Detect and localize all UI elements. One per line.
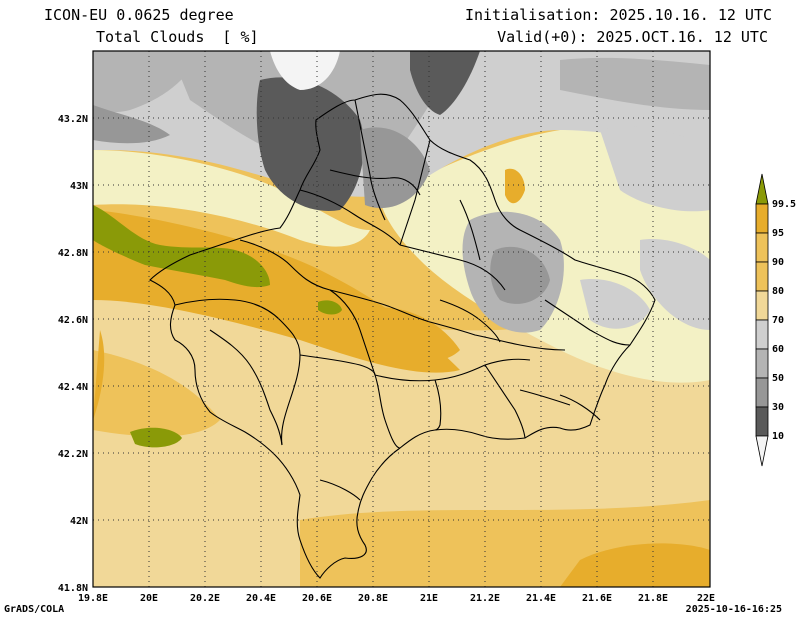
lat-label: 43.2N [58,114,88,125]
colorbar-segment [755,261,769,292]
lon-label: 21.6E [582,593,612,604]
border-lines [149,93,656,579]
colorbar [755,173,769,467]
lon-label: 21.8E [638,593,668,604]
lon-label: 22E [697,593,715,604]
lat-label: 42N [70,516,88,527]
colorbar-label: 90 [772,257,784,268]
colorbar-labels: 99.5 95 90 80 70 60 50 30 10 [772,199,796,442]
colorbar-segment [755,290,769,321]
colorbar-segment [755,348,769,379]
colorbar-label: 30 [772,402,784,413]
lon-label: 21E [420,593,438,604]
model-title: ICON-EU 0.0625 degree [44,6,234,24]
lon-label: 19.8E [78,593,108,604]
lon-label: 20.8E [358,593,388,604]
colorbar-segment [755,319,769,350]
colorbar-segment [755,406,769,437]
lat-label: 43N [70,181,88,192]
valid-time: Valid(+0): 2025.OCT.16. 12 UTC [497,28,768,46]
lon-label: 20.4E [246,593,276,604]
lon-label: 20.2E [190,593,220,604]
colorbar-bottom-triangle [755,435,769,467]
render-timestamp: 2025-10-16-16:25 [685,604,782,615]
lon-label: 20E [140,593,158,604]
latitude-labels: 43.2N 43N 42.8N 42.6N 42.4N 42.2N 42N 41… [58,114,88,594]
colorbar-label: 95 [772,228,784,239]
lat-label: 42.8N [58,248,88,259]
lat-label: 42.4N [58,382,88,393]
lat-label: 42.6N [58,315,88,326]
lat-label: 41.8N [58,583,88,594]
colorbar-segment [755,377,769,408]
lat-label: 42.2N [58,449,88,460]
lon-label: 20.6E [302,593,332,604]
field-title: Total Clouds [ %] [96,28,259,46]
lon-label: 21.2E [470,593,500,604]
colorbar-segment [755,203,769,234]
map-frame [92,50,711,588]
colorbar-top-triangle [755,173,769,205]
cloud-cover-field [93,51,710,587]
colorbar-label: 60 [772,344,784,355]
credit-label: GrADS/COLA [4,604,65,615]
initialisation-time: Initialisation: 2025.10.16. 12 UTC [464,6,772,24]
longitude-labels: 19.8E 20E 20.2E 20.4E 20.6E 20.8E 21E 21… [78,593,715,604]
colorbar-segment [755,232,769,263]
colorbar-label: 10 [772,431,784,442]
colorbar-label: 50 [772,373,784,384]
lon-label: 21.4E [526,593,556,604]
colorbar-label: 70 [772,315,784,326]
colorbar-label: 99.5 [772,199,796,210]
colorbar-label: 80 [772,286,784,297]
